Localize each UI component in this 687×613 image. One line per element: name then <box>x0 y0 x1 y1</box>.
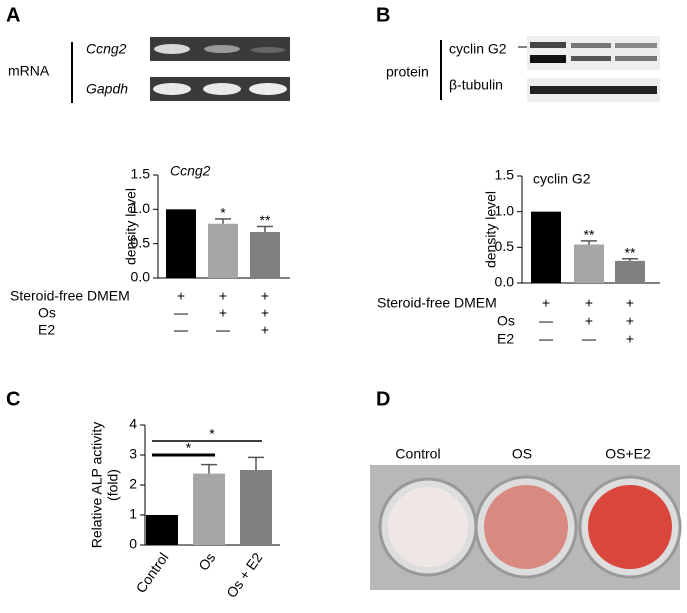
y-tick-label: 1.5 <box>131 166 151 182</box>
condition-mark: — <box>216 322 230 338</box>
condition-mark: + <box>626 295 634 311</box>
condition-mark: + <box>626 313 634 329</box>
y-tick-label: 2 <box>129 476 137 492</box>
condition-label: Steroid-free DMEM <box>10 288 130 304</box>
western-blot <box>527 36 660 102</box>
bar <box>615 260 645 283</box>
y-tick-label: 4 <box>129 416 137 432</box>
condition-mark: + <box>585 313 593 329</box>
condition-mark: — <box>539 331 553 347</box>
bar <box>574 244 604 283</box>
panel-label: A <box>6 4 20 26</box>
condition-mark: — <box>174 322 188 338</box>
condition-mark: — <box>582 331 596 347</box>
x-tick-label: Os + E2 <box>223 549 265 600</box>
condition-mark: + <box>261 305 269 321</box>
blot-group: mRNA <box>8 63 50 79</box>
bar <box>166 209 196 278</box>
y-tick-label: 0 <box>129 536 137 552</box>
condition-mark: + <box>261 288 269 304</box>
bar <box>146 515 178 545</box>
significance: ** <box>625 244 636 260</box>
condition-mark: + <box>626 331 634 347</box>
x-tick-label: Control <box>132 550 171 596</box>
chart-title: cyclin G2 <box>533 171 591 187</box>
panel-label: D <box>376 388 390 410</box>
bar <box>208 223 238 278</box>
blot-row-label: Gapdh <box>86 81 128 97</box>
y-axis-label: Relative ALP activity <box>89 422 105 549</box>
y-tick-label: 1 <box>129 506 137 522</box>
significance: * <box>220 205 226 221</box>
y-tick-label: 0.5 <box>131 234 151 250</box>
y-tick-label: 3 <box>129 446 137 462</box>
bar <box>193 473 225 545</box>
chart-title: Ccng2 <box>170 163 211 179</box>
panel-label: B <box>376 4 390 26</box>
y-axis-label: density level <box>123 188 139 265</box>
y-tick-label: 0.0 <box>131 269 151 285</box>
y-axis-label: (fold) <box>105 469 121 501</box>
significance: * <box>186 440 192 456</box>
x-tick-label: Os <box>195 550 218 574</box>
y-tick-label: 0.5 <box>495 238 515 254</box>
well-label: OS+E2 <box>605 446 651 462</box>
panel-label: C <box>6 388 20 410</box>
condition-label: E2 <box>497 331 514 347</box>
blot-row-label: Ccng2 <box>86 41 127 57</box>
condition-mark: — <box>174 305 188 321</box>
y-tick-label: 0.0 <box>495 274 515 290</box>
well-label: OS <box>512 446 532 462</box>
y-tick-label: 1.0 <box>495 202 515 218</box>
condition-mark: + <box>542 295 550 311</box>
well-label: Control <box>395 446 440 462</box>
bar <box>250 231 280 278</box>
condition-mark: + <box>219 305 227 321</box>
gel <box>150 37 290 101</box>
significance: * <box>209 426 215 442</box>
blot-group: protein <box>386 64 429 80</box>
y-tick-label: 1.0 <box>131 200 151 216</box>
blot-row-label: cyclin G2 <box>449 41 507 57</box>
well-photo <box>370 465 682 590</box>
bar <box>240 470 272 545</box>
bar <box>531 211 561 283</box>
significance: ** <box>260 212 271 228</box>
blot-row-label: β-tubulin <box>449 77 503 93</box>
condition-mark: + <box>585 295 593 311</box>
condition-label: Steroid-free DMEM <box>377 295 497 311</box>
condition-label: E2 <box>38 322 55 338</box>
condition-mark: + <box>261 322 269 338</box>
condition-mark: — <box>539 313 553 329</box>
y-tick-label: 1.5 <box>495 167 515 183</box>
significance: ** <box>584 227 595 243</box>
condition-label: Os <box>497 313 515 329</box>
condition-label: Os <box>38 305 56 321</box>
condition-mark: + <box>177 288 185 304</box>
condition-mark: + <box>219 288 227 304</box>
y-axis-label: density level <box>483 191 499 268</box>
